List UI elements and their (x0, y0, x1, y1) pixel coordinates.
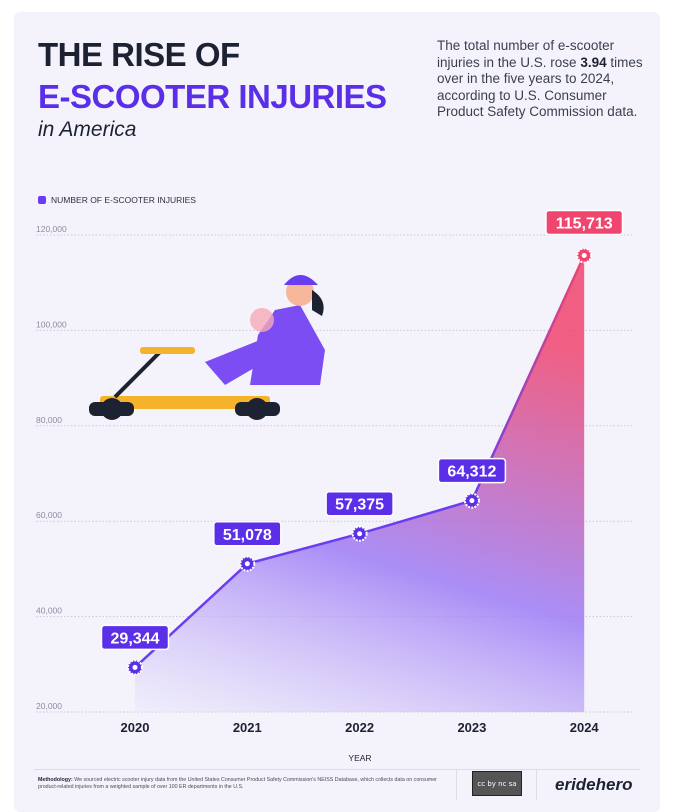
data-point-center (244, 561, 250, 567)
y-tick-label: 20,000 (36, 701, 62, 711)
data-label-box (213, 521, 282, 547)
methodology-note: Methodology: We sourced electric scooter… (38, 777, 437, 790)
x-tick-label: 2020 (121, 720, 150, 735)
x-axis-label: YEAR (348, 753, 371, 763)
description: The total number of e-scooter injuries i… (437, 38, 643, 119)
data-label: 64,312 (447, 464, 496, 481)
data-label-box (100, 624, 170, 651)
x-tick-label: 2021 (233, 720, 262, 735)
data-point-center (357, 531, 363, 537)
brand-logo: eridehero (555, 775, 633, 794)
data-label-box (437, 457, 507, 484)
y-tick-label: 40,000 (36, 606, 62, 616)
footer-divider (34, 769, 640, 770)
x-tick-label: 2022 (345, 720, 374, 735)
y-tick-label: 60,000 (36, 510, 62, 520)
x-tick-label: 2023 (457, 720, 486, 735)
data-label-box (325, 490, 394, 517)
scooter-illustration (89, 275, 325, 420)
legend-swatch (38, 196, 46, 204)
area-fill (135, 255, 585, 713)
data-label-box (545, 209, 624, 236)
legend: NUMBER OF E-SCOOTER INJURIES (38, 195, 196, 205)
y-tick-label: 100,000 (36, 319, 67, 329)
cc-license-badge: cc by nc sa (472, 771, 522, 796)
data-point-center (469, 498, 475, 504)
data-point-center (132, 664, 138, 670)
y-tick-label: 80,000 (36, 415, 62, 425)
data-point-center (581, 252, 587, 258)
subtitle: in America (38, 118, 137, 141)
y-tick-label: 120,000 (36, 224, 67, 234)
data-label: 115,713 (556, 215, 613, 232)
data-label: 57,375 (335, 497, 384, 514)
data-label: 51,078 (223, 527, 272, 544)
divider (536, 770, 537, 800)
x-tick-label: 2024 (570, 720, 600, 735)
title-line-1: THE RISE OF (38, 36, 240, 73)
title-line-2: E-SCOOTER INJURIES (38, 78, 387, 115)
divider (456, 770, 457, 800)
data-label: 29,344 (111, 630, 160, 647)
